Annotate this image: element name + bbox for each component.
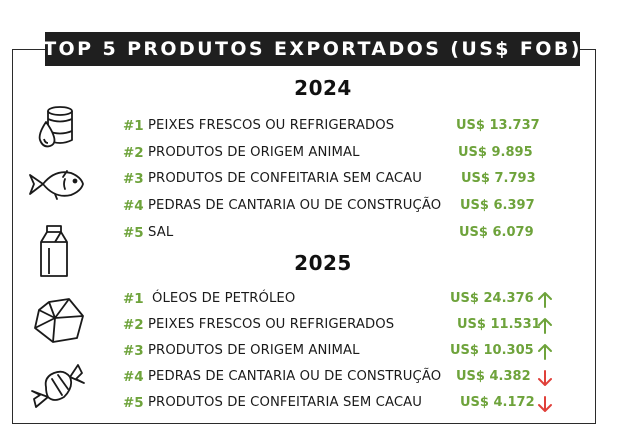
list-item: #4 PEDRAS DE CANTARIA OU DE CONSTRUÇÃO U… [0, 369, 600, 389]
arrow-up-icon [538, 318, 552, 334]
milk-carton-icon [40, 225, 68, 277]
rank-label: #3 [123, 171, 144, 187]
rank-label: #5 [123, 395, 144, 411]
year-heading-2025: 2025 [294, 251, 352, 275]
export-value: US$ 7.793 [461, 171, 536, 186]
rank-label: #4 [123, 198, 144, 214]
product-name: PRODUTOS DE ORIGEM ANIMAL [148, 343, 360, 358]
export-value: US$ 10.305 [450, 343, 534, 358]
export-value: US$ 11.531 [457, 317, 541, 332]
product-name: PEDRAS DE CANTARIA OU DE CONSTRUÇÃO [148, 198, 442, 213]
rank-label: #4 [123, 369, 144, 385]
page-title: TOP 5 PRODUTOS EXPORTADOS (US$ FOB) [43, 32, 580, 66]
product-name: ÓLEOS DE PETRÓLEO [152, 291, 296, 306]
export-value: US$ 6.079 [459, 225, 534, 240]
export-value: US$ 13.737 [456, 118, 540, 133]
rank-label: #2 [123, 145, 144, 161]
arrow-down-icon [538, 370, 552, 386]
arrow-down-icon [538, 396, 552, 412]
product-name: PEIXES FRESCOS OU REFRIGERADOS [148, 118, 395, 133]
list-item: #2 PRODUTOS DE ORIGEM ANIMAL US$ 9.895 [0, 145, 600, 165]
list-item: #5 PRODUTOS DE CONFEITARIA SEM CACAU US$… [0, 395, 600, 415]
list-item: #1 ÓLEOS DE PETRÓLEO US$ 24.376 [0, 291, 600, 311]
year-heading-2024: 2024 [294, 76, 352, 100]
rank-label: #1 [123, 291, 144, 307]
stone-icon [34, 298, 84, 343]
product-name: SAL [148, 225, 174, 240]
list-item: #3 PRODUTOS DE ORIGEM ANIMAL US$ 10.305 [0, 343, 600, 363]
product-name: PRODUTOS DE ORIGEM ANIMAL [148, 145, 360, 160]
export-value: US$ 9.895 [458, 145, 533, 160]
list-item: #2 PEIXES FRESCOS OU REFRIGERADOS US$ 11… [0, 317, 600, 337]
list-item: #1 PEIXES FRESCOS OU REFRIGERADOS US$ 13… [0, 118, 600, 138]
arrow-up-icon [538, 344, 552, 360]
list-item: #5 SAL US$ 6.079 [0, 225, 600, 245]
list-item: #4 PEDRAS DE CANTARIA OU DE CONSTRUÇÃO U… [0, 198, 600, 218]
rank-label: #2 [123, 317, 144, 333]
rank-label: #3 [123, 343, 144, 359]
export-value: US$ 4.382 [456, 369, 531, 384]
product-name: PRODUTOS DE CONFEITARIA SEM CACAU [148, 171, 423, 186]
export-value: US$ 24.376 [450, 291, 534, 306]
candy-icon [31, 364, 85, 408]
rank-label: #1 [123, 118, 144, 134]
product-name: PEDRAS DE CANTARIA OU DE CONSTRUÇÃO [148, 369, 442, 384]
export-value: US$ 4.172 [460, 395, 535, 410]
product-name: PRODUTOS DE CONFEITARIA SEM CACAU [148, 395, 423, 410]
list-item: #3 PRODUTOS DE CONFEITARIA SEM CACAU US$… [0, 171, 600, 191]
arrow-up-icon [538, 292, 552, 308]
export-value: US$ 6.397 [460, 198, 535, 213]
fish-icon [29, 170, 84, 200]
product-name: PEIXES FRESCOS OU REFRIGERADOS [148, 317, 395, 332]
rank-label: #5 [123, 225, 144, 241]
oil-barrel-icon [38, 106, 73, 148]
